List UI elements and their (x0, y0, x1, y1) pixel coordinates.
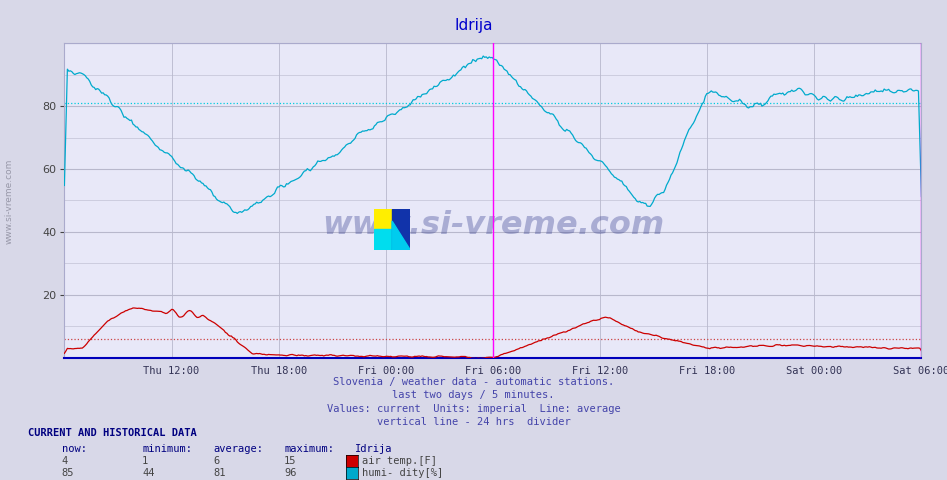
Text: air temp.[F]: air temp.[F] (362, 456, 437, 466)
Text: www.si-vreme.com: www.si-vreme.com (322, 210, 664, 241)
Bar (374, 209, 392, 229)
Text: 81: 81 (213, 468, 225, 478)
Text: now:: now: (62, 444, 86, 454)
Text: minimum:: minimum: (142, 444, 192, 454)
Text: www.si-vreme.com: www.si-vreme.com (5, 159, 14, 244)
Text: humi- dity[%]: humi- dity[%] (362, 468, 443, 478)
Text: Idrija: Idrija (455, 18, 492, 33)
Text: Sat 00:00: Sat 00:00 (786, 366, 843, 376)
Text: Sat 06:00: Sat 06:00 (893, 366, 947, 376)
Text: Values: current  Units: imperial  Line: average: Values: current Units: imperial Line: av… (327, 404, 620, 414)
Text: Fri 12:00: Fri 12:00 (572, 366, 628, 376)
Text: Fri 06:00: Fri 06:00 (465, 366, 521, 376)
Text: 15: 15 (284, 456, 296, 466)
Text: maximum:: maximum: (284, 444, 334, 454)
Text: Idrija: Idrija (355, 444, 393, 454)
Text: Slovenia / weather data - automatic stations.: Slovenia / weather data - automatic stat… (333, 377, 614, 387)
Bar (392, 209, 410, 250)
Text: Thu 18:00: Thu 18:00 (251, 366, 307, 376)
Text: 96: 96 (284, 468, 296, 478)
Text: Fri 18:00: Fri 18:00 (679, 366, 735, 376)
Text: last two days / 5 minutes.: last two days / 5 minutes. (392, 390, 555, 400)
Polygon shape (392, 221, 410, 250)
Text: Thu 12:00: Thu 12:00 (143, 366, 200, 376)
Bar (374, 229, 392, 250)
Text: 85: 85 (62, 468, 74, 478)
Text: Fri 00:00: Fri 00:00 (358, 366, 414, 376)
Text: 4: 4 (62, 456, 68, 466)
Text: vertical line - 24 hrs  divider: vertical line - 24 hrs divider (377, 417, 570, 427)
Text: 1: 1 (142, 456, 149, 466)
Text: 6: 6 (213, 456, 220, 466)
Text: average:: average: (213, 444, 263, 454)
Text: 44: 44 (142, 468, 154, 478)
Text: CURRENT AND HISTORICAL DATA: CURRENT AND HISTORICAL DATA (28, 428, 197, 438)
